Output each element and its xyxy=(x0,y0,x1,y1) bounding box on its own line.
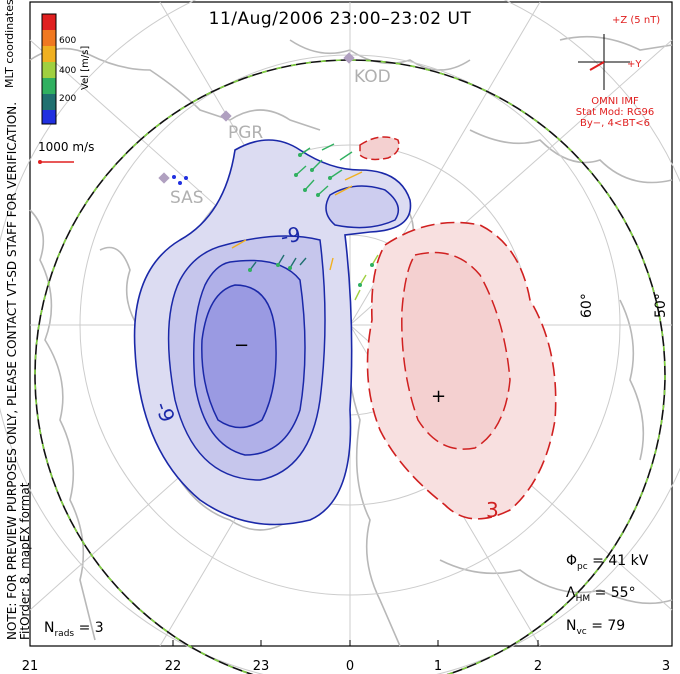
radar-label-sas: SAS xyxy=(170,188,204,208)
stat-lambda-hm-symbol: Λ xyxy=(566,585,576,601)
n-rads: Nrads = 3 xyxy=(44,620,104,639)
pos-contour-small xyxy=(359,136,400,161)
stat-phi-pc-value: = 41 kV xyxy=(592,553,649,569)
neg-contour-4 xyxy=(201,284,277,429)
n-rads-value: = 3 xyxy=(78,620,104,636)
radar-site-kod xyxy=(343,52,355,64)
colorbar-tick-200: 200 xyxy=(59,94,77,104)
n-rads-symbol: N xyxy=(44,620,55,636)
stat-lambda-hm: ΛHM = 55° xyxy=(566,585,636,604)
note-text: NOTE: FOR PREVIEW PURPOSES ONLY, PLEASE … xyxy=(5,102,32,640)
colorbar xyxy=(41,13,57,125)
x-tick-label-23: 23 xyxy=(252,659,270,674)
stat-n-vc: Nvc = 79 xyxy=(566,618,625,637)
imf-model: Stat Mod: RG96 xyxy=(575,107,655,118)
stat-n-vc-sub: vc xyxy=(576,626,587,637)
velocity-vectors xyxy=(172,143,379,301)
x-tick-label-2: 2 xyxy=(533,659,543,674)
n-rads-sub: rads xyxy=(54,628,75,639)
neg-contour-label: -9 xyxy=(279,222,303,249)
pos-contour-label: 3 xyxy=(486,498,499,522)
x-tick-marks xyxy=(29,640,673,646)
colorbar-tick-600: 600 xyxy=(59,36,77,46)
stat-phi-pc-symbol: Φ xyxy=(566,553,578,569)
radar-label-kod: KOD xyxy=(354,67,391,87)
colorbar-title: Vel [m/s] xyxy=(80,45,91,90)
min-marker: − xyxy=(234,335,249,356)
stat-phi-pc-sub: pc xyxy=(577,561,588,572)
neg-contour-island xyxy=(325,185,400,229)
x-tick-label-22: 22 xyxy=(164,659,182,674)
map-title: 11/Aug/2006 23:00–23:02 UT xyxy=(208,9,472,29)
hm-boundary-dashes xyxy=(34,59,666,674)
imf-model-params: By−, 4<BT<6 xyxy=(580,118,650,129)
stat-n-vc-value: = 79 xyxy=(591,618,626,634)
imf-info: OMNI IMF Stat Mod: RG96 By−, 4<BT<6 xyxy=(560,96,670,129)
plot-frame xyxy=(29,1,673,647)
imf-z-label: +Z (5 nT) xyxy=(612,15,660,26)
x-tick-label-21: 21 xyxy=(21,659,39,674)
x-tick-label-3: 3 xyxy=(661,659,671,674)
coords-label: MLT coordinates xyxy=(3,0,16,88)
velocity-ref-label: 1000 m/s xyxy=(38,140,95,154)
imf-source: OMNI IMF xyxy=(591,96,639,107)
x-tick-label-0: 0 xyxy=(345,659,355,674)
negative-cell xyxy=(133,139,412,526)
stat-phi-pc: Φpc = 41 kV xyxy=(566,553,648,572)
positive-cell xyxy=(359,136,557,520)
imf-y-label: +Y xyxy=(627,59,642,70)
velocity-ref-dot xyxy=(38,160,42,164)
max-marker: + xyxy=(431,386,446,407)
colorbar-tick-400: 400 xyxy=(59,66,77,76)
radar-site-sas xyxy=(158,172,170,184)
x-tick-label-1: 1 xyxy=(433,659,443,674)
radar-label-pgr: PGR xyxy=(228,123,263,143)
stat-lambda-hm-sub: HM xyxy=(575,593,591,604)
lat-label-50: 50° xyxy=(653,293,669,318)
coastlines xyxy=(29,35,673,647)
lat-label-60: 60° xyxy=(579,293,595,318)
imf-vector xyxy=(589,61,605,71)
pos-contour-2 xyxy=(401,251,511,450)
stat-n-vc-symbol: N xyxy=(566,618,577,634)
note-line-2: FitOrder: 8, mapEX format xyxy=(18,482,32,640)
stat-lambda-hm-value: = 55° xyxy=(594,585,636,601)
